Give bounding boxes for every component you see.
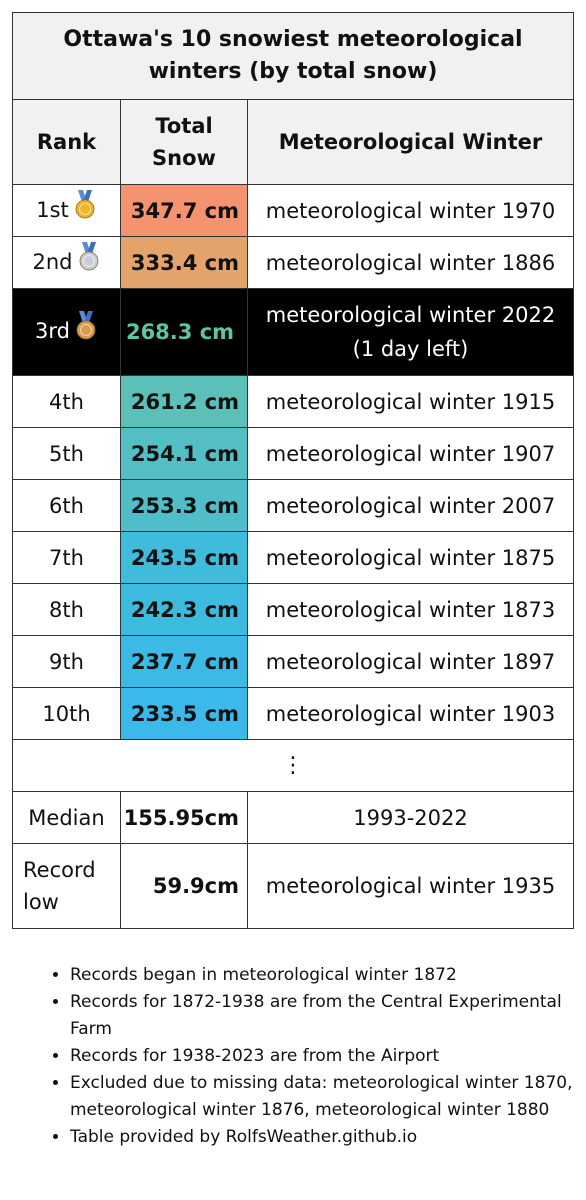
record-low-winter: meteorological winter 1935 xyxy=(247,843,574,929)
winter-cell: meteorological winter 1907 xyxy=(247,427,574,480)
winter-label: meteorological winter 2022 xyxy=(265,303,556,327)
total-snow-cell: 254.1 cm xyxy=(120,427,248,480)
median-snow: 155.95cm xyxy=(120,791,248,844)
winter-cell: meteorological winter 1873 xyxy=(247,583,574,636)
total-snow-cell: 261.2 cm xyxy=(120,375,248,428)
winter-label: meteorological winter 1886 xyxy=(265,250,556,275)
rank-label: 2nd xyxy=(32,249,73,274)
bronze-medal-icon xyxy=(76,311,96,340)
winter-cell: meteorological winter 1915 xyxy=(247,375,574,428)
winter-label: meteorological winter 1873 xyxy=(265,597,556,622)
rank-cell: 6th xyxy=(12,479,121,532)
rank-cell: 9th xyxy=(12,635,121,688)
winter-cell: meteorological winter 1875 xyxy=(247,531,574,584)
winter-label: meteorological winter 1915 xyxy=(265,389,556,414)
winter-cell: meteorological winter 2022 (1 day left) xyxy=(247,288,574,376)
winter-label: meteorological winter 1903 xyxy=(265,701,556,726)
median-period: 1993-2022 xyxy=(247,791,574,844)
winter-label: meteorological winter 1897 xyxy=(265,649,556,674)
winter-cell: meteorological winter 1886 xyxy=(247,236,574,289)
notes-list: Records began in meteorological winter 1… xyxy=(40,962,586,1151)
column-header-rank: Rank xyxy=(12,99,121,185)
median-label: Median xyxy=(12,791,121,844)
rank-label: 4th xyxy=(49,389,84,414)
winter-label: meteorological winter 1907 xyxy=(265,441,556,466)
rank-cell: 3rd xyxy=(12,288,121,376)
table-header-row: Rank Total Snow Meteorological Winter xyxy=(12,99,574,185)
winter-label: meteorological winter 1970 xyxy=(265,198,556,223)
median-row: Median 155.95cm 1993-2022 xyxy=(12,791,574,844)
winter-label: meteorological winter 1875 xyxy=(265,545,556,570)
winter-note: (1 day left) xyxy=(352,337,469,361)
gold-medal-icon xyxy=(75,189,95,218)
silver-medal-icon xyxy=(79,241,98,270)
total-snow-cell: 333.4 cm xyxy=(120,236,248,289)
table-row: 5th 254.1 cm meteorological winter 1907 xyxy=(12,427,574,480)
note-item: Records for 1872-1938 are from the Centr… xyxy=(70,989,586,1043)
table-row: 3rd 268.3 cm meteorological winter 2022 (1 … xyxy=(12,288,574,376)
winter-cell: meteorological winter 1897 xyxy=(247,635,574,688)
table-title: Ottawa's 10 snowiest meteorological wint… xyxy=(12,12,574,100)
rank-label: 7th xyxy=(49,545,84,570)
rank-label: 3rd xyxy=(35,319,70,343)
column-header-total-snow: Total Snow xyxy=(120,99,248,185)
total-snow-cell: 243.5 cm xyxy=(120,531,248,584)
winter-cell: meteorological winter 1903 xyxy=(247,687,574,740)
rank-cell: 1st xyxy=(12,184,121,237)
column-header-winter: Meteorological Winter xyxy=(247,99,574,185)
total-snow-cell: 268.3 cm xyxy=(120,288,248,376)
table-row: 2nd 333.4 cm meteorological winter 1886 xyxy=(12,236,574,289)
record-low-label: Record low xyxy=(12,843,121,929)
rank-cell: 8th xyxy=(12,583,121,636)
table-row: 9th 237.7 cm meteorological winter 1897 xyxy=(12,635,574,688)
winter-cell: meteorological winter 2007 xyxy=(247,479,574,532)
record-low-label-line1: Record xyxy=(23,858,96,882)
table-body: 1st 347.7 cm meteorological winter 1970 2nd… xyxy=(12,184,574,740)
table-row: 10th 233.5 cm meteorological winter 1903 xyxy=(12,687,574,740)
rank-label: 8th xyxy=(49,597,84,622)
rank-label: 10th xyxy=(42,701,91,726)
table-row: 4th 261.2 cm meteorological winter 1915 xyxy=(12,375,574,428)
rank-cell: 4th xyxy=(12,375,121,428)
total-snow-cell: 242.3 cm xyxy=(120,583,248,636)
snowiest-winters-table: Ottawa's 10 snowiest meteorological wint… xyxy=(12,12,574,929)
table-row: 1st 347.7 cm meteorological winter 1970 xyxy=(12,184,574,237)
note-item: Records began in meteorological winter 1… xyxy=(70,962,586,989)
rank-cell: 5th xyxy=(12,427,121,480)
rank-cell: 2nd xyxy=(12,236,121,289)
note-item: Excluded due to missing data: meteorolog… xyxy=(70,1070,586,1124)
total-snow-cell: 347.7 cm xyxy=(120,184,248,237)
rank-label: 1st xyxy=(36,197,69,222)
note-item: Table provided by RolfsWeather.github.io xyxy=(70,1124,586,1151)
rank-cell: 7th xyxy=(12,531,121,584)
table-row: 7th 243.5 cm meteorological winter 1875 xyxy=(12,531,574,584)
ellipsis-row: ⋮ xyxy=(12,739,574,792)
total-snow-cell: 233.5 cm xyxy=(120,687,248,740)
record-low-label-line2: low xyxy=(23,890,59,914)
table-title-row: Ottawa's 10 snowiest meteorological wint… xyxy=(12,12,574,100)
total-snow-cell: 253.3 cm xyxy=(120,479,248,532)
rank-label: 6th xyxy=(49,493,84,518)
rank-cell: 10th xyxy=(12,687,121,740)
ellipsis: ⋮ xyxy=(12,739,574,792)
total-snow-cell: 237.7 cm xyxy=(120,635,248,688)
table-row: 6th 253.3 cm meteorological winter 2007 xyxy=(12,479,574,532)
table-row: 8th 242.3 cm meteorological winter 1873 xyxy=(12,583,574,636)
record-low-row: Record low 59.9cm meteorological winter 1… xyxy=(12,843,574,929)
winter-cell: meteorological winter 1970 xyxy=(247,184,574,237)
record-low-snow: 59.9cm xyxy=(120,843,248,929)
rank-label: 5th xyxy=(49,441,84,466)
note-item: Records for 1938-2023 are from the Airpo… xyxy=(70,1043,586,1070)
winter-label: meteorological winter 2007 xyxy=(265,493,556,518)
rank-label: 9th xyxy=(49,649,84,674)
